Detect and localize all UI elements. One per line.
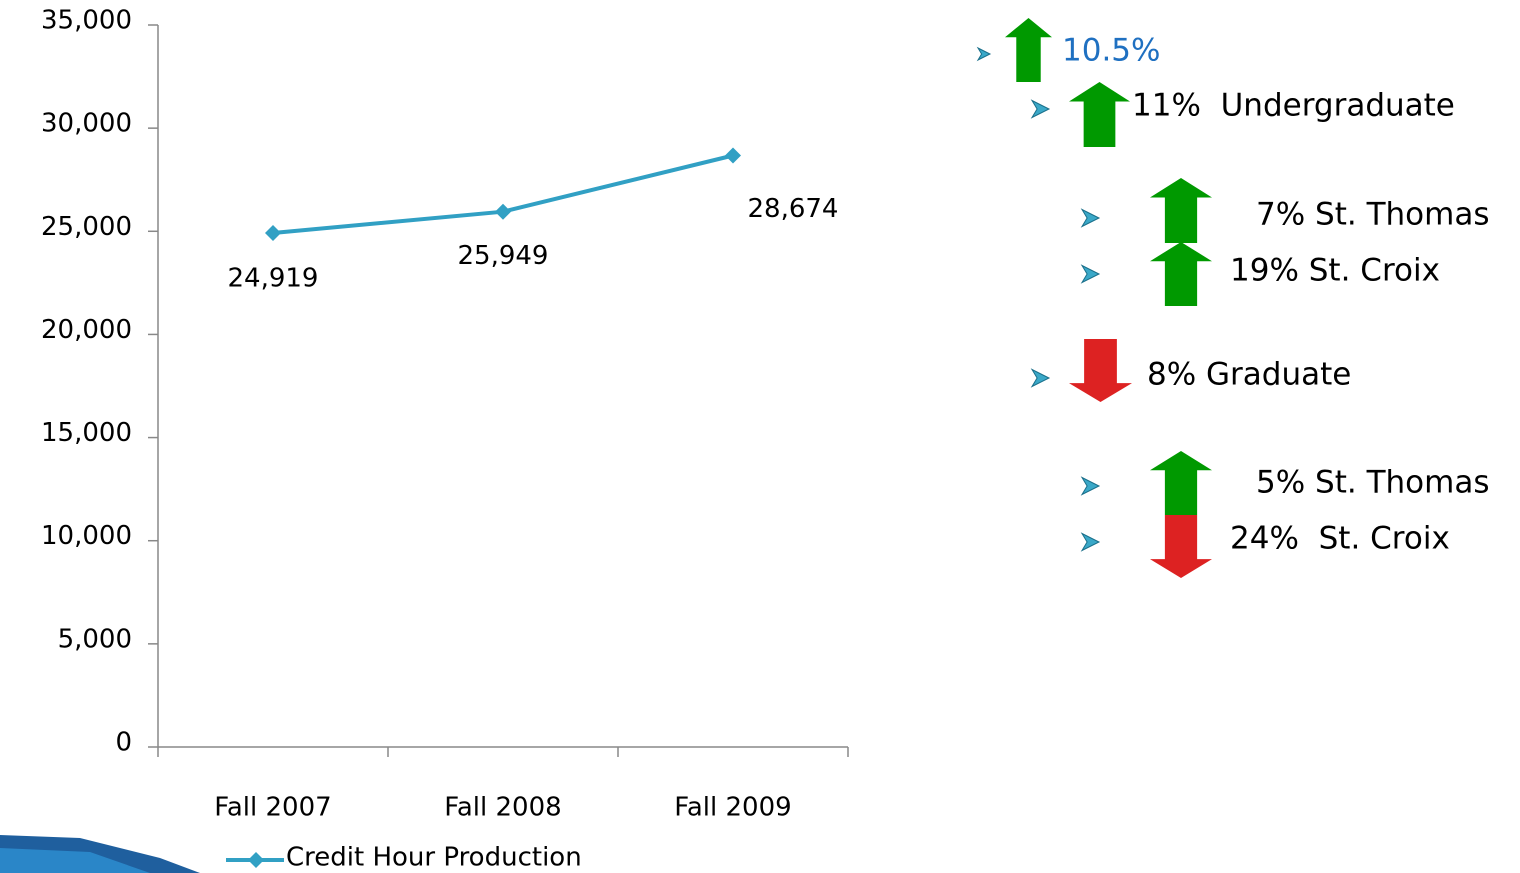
arrow-down	[1069, 339, 1132, 402]
bullet	[1080, 532, 1101, 552]
arrow-up	[1150, 451, 1212, 515]
bullet	[976, 46, 992, 62]
data-label: 28,674	[748, 194, 839, 224]
bullet	[1030, 99, 1051, 119]
arrow-up	[1005, 18, 1052, 82]
bullet-text: 19% St. Croix	[1230, 253, 1440, 289]
x-tick-label: Fall 2008	[444, 793, 561, 823]
bullet-text: 5% St. Thomas	[1256, 465, 1489, 501]
bullet	[1030, 368, 1051, 388]
point	[495, 203, 511, 220]
y-tick-label: 30,000	[41, 109, 132, 139]
y-tick-label: 0	[115, 728, 132, 758]
y-tick-label: 20,000	[41, 315, 132, 345]
bullet	[1080, 264, 1101, 284]
bullet	[1080, 208, 1101, 228]
y-tick-label: 10,000	[41, 521, 132, 551]
bullet-text: 7% St. Thomas	[1256, 197, 1489, 233]
y-tick-label: 35,000	[41, 6, 132, 36]
decoration	[0, 848, 150, 873]
series-line	[272, 153, 734, 235]
bullet-text: 24% St. Croix	[1230, 521, 1450, 557]
y-tick-label: 5,000	[58, 624, 132, 654]
data-label: 24,919	[228, 263, 319, 293]
bullet-text: 8% Graduate	[1147, 357, 1351, 393]
y-tick-label: 15,000	[41, 418, 132, 448]
data-label: 25,949	[458, 241, 549, 271]
x-tick-label: Fall 2007	[214, 793, 331, 823]
point	[265, 224, 281, 241]
bullet-text: 10.5%	[1062, 33, 1160, 69]
arrow-up	[1150, 242, 1212, 306]
y-tick-label: 25,000	[41, 212, 132, 242]
point	[725, 147, 741, 164]
bullet-text: 11% Undergraduate	[1132, 88, 1455, 124]
arrow-down	[1150, 515, 1212, 578]
legend-label: Credit Hour Production	[286, 843, 582, 873]
x-tick-label: Fall 2009	[674, 793, 791, 823]
arrow-up	[1069, 82, 1130, 147]
arrow-up	[1150, 178, 1212, 243]
legend-marker	[248, 852, 264, 868]
bullet	[1080, 476, 1101, 496]
